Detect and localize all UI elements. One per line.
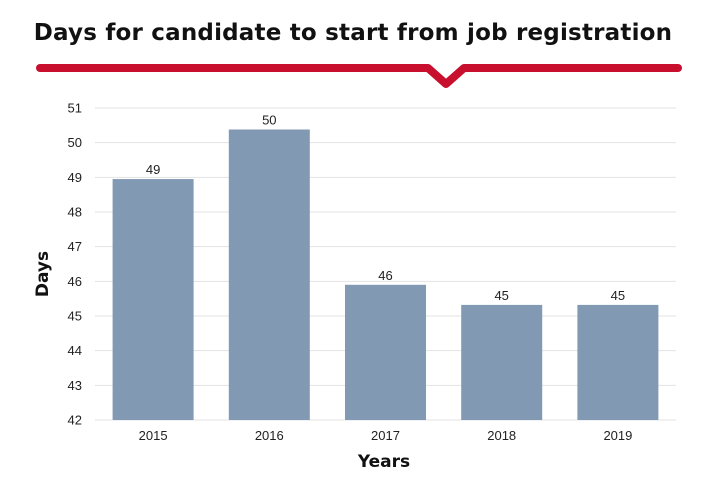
- data-label-2019: 45: [611, 288, 625, 303]
- y-tick-label: 45: [68, 309, 82, 324]
- y-tick-label: 46: [68, 274, 82, 289]
- x-tick-label-2017: 2017: [371, 428, 400, 443]
- y-tick-label: 49: [68, 170, 82, 185]
- x-tick-label-2019: 2019: [603, 428, 632, 443]
- bar-2018: [461, 304, 543, 420]
- bar-2019: [577, 304, 659, 420]
- x-tick-label-2016: 2016: [255, 428, 284, 443]
- y-tick-label: 51: [68, 101, 82, 116]
- y-tick-label: 47: [68, 239, 82, 254]
- bars: [112, 129, 659, 420]
- y-tick-label: 50: [68, 135, 82, 150]
- y-tick-label: 44: [68, 343, 82, 358]
- title-underline-path: [36, 64, 682, 88]
- data-label-2017: 46: [378, 268, 392, 283]
- y-axis-ticks: 42 43 44 45 46 47 48 49 50 51: [68, 101, 82, 428]
- y-tick-label: 43: [68, 378, 82, 393]
- data-label-2018: 45: [494, 288, 508, 303]
- x-axis-ticks: 2015 2016 2017 2018 2019: [139, 428, 633, 443]
- data-label-2016: 50: [262, 112, 276, 127]
- y-axis-title: Days: [33, 251, 53, 297]
- data-label-2015: 49: [146, 162, 160, 177]
- x-axis-title: Years: [357, 452, 410, 472]
- title-underline: [36, 64, 682, 88]
- chart-title: Days for candidate to start from job reg…: [33, 20, 673, 46]
- y-tick-label: 42: [68, 413, 82, 428]
- data-labels: 49 50 46 45 45: [146, 112, 625, 302]
- y-tick-label: 48: [68, 205, 82, 220]
- bar-2017: [345, 284, 426, 420]
- x-tick-label-2018: 2018: [487, 428, 516, 443]
- bar-2016: [228, 129, 310, 420]
- bar-2015: [112, 179, 194, 420]
- x-tick-label-2015: 2015: [139, 428, 168, 443]
